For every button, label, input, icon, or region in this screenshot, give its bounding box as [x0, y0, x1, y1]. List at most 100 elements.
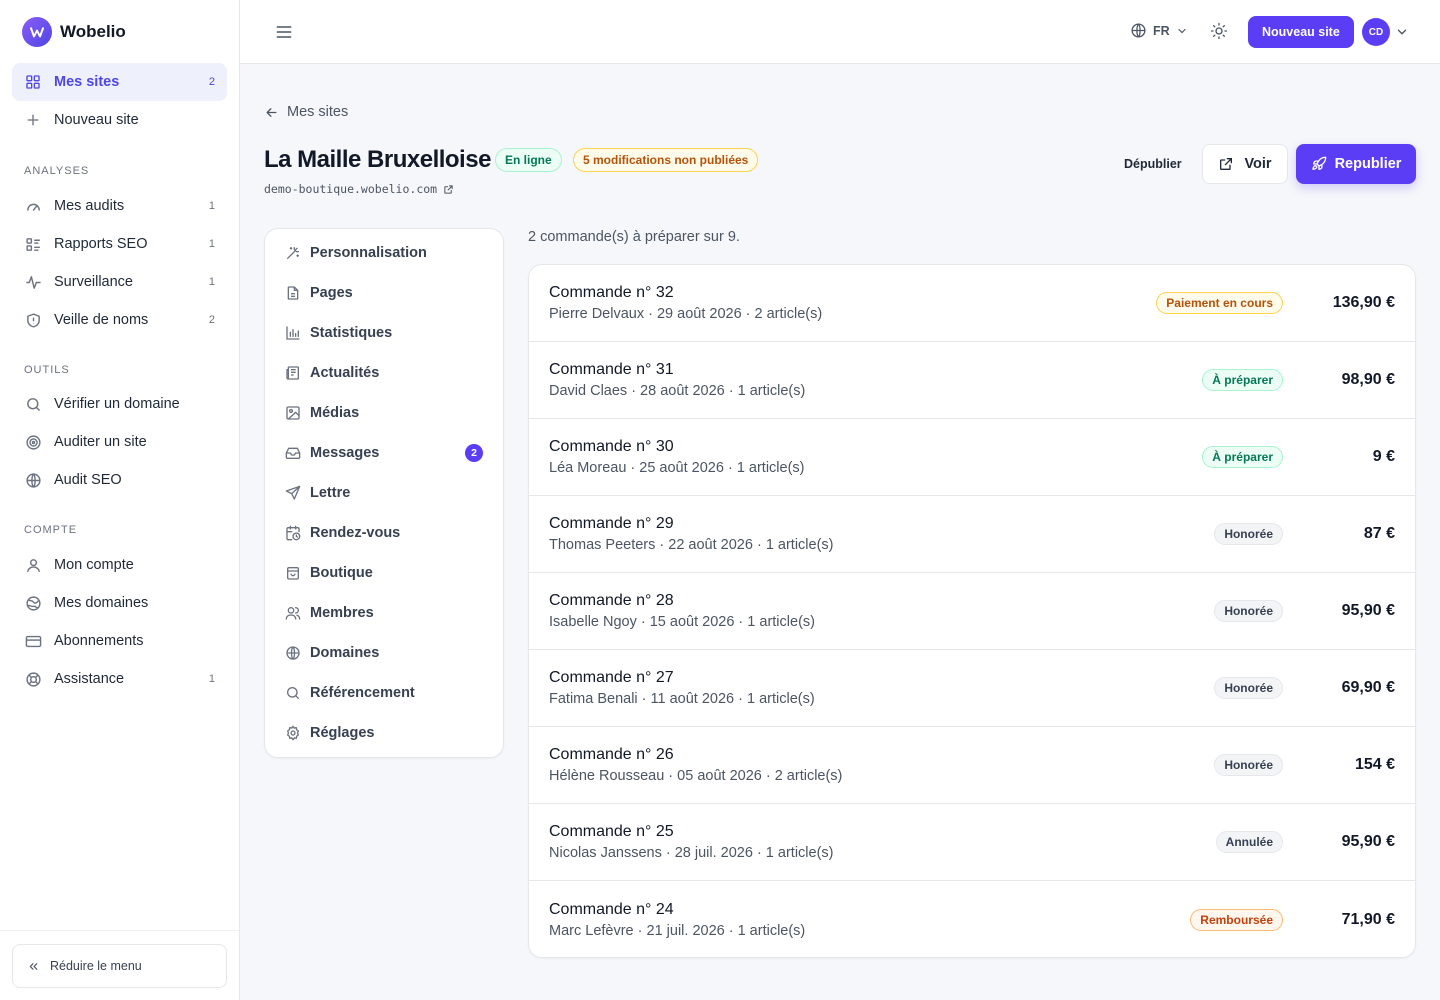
language-selector[interactable]: FR — [1130, 22, 1188, 39]
site-menu-item-reglages[interactable]: Réglages — [265, 713, 503, 753]
site-menu-item-membres[interactable]: Membres — [265, 593, 503, 633]
site-domain-link[interactable]: demo-boutique.wobelio.com — [264, 182, 454, 196]
sidebar-item-mes-sites[interactable]: Mes sites 2 — [12, 63, 227, 101]
site-menu-item-pages[interactable]: Pages — [265, 273, 503, 313]
view-button[interactable]: Voir — [1202, 144, 1288, 184]
back-link[interactable]: Mes sites — [264, 104, 348, 120]
order-title: Commande n° 27 — [549, 669, 674, 686]
sidebar-item-abonnements[interactable]: Abonnements — [12, 622, 227, 660]
avatar[interactable]: CD — [1362, 18, 1390, 46]
unpublish-button[interactable]: Dépublier — [1112, 145, 1194, 183]
sidebar-item-label: Surveillance — [54, 274, 133, 290]
site-menu-item-personnalisation[interactable]: Personnalisation — [265, 233, 503, 273]
sidebar-item-nouveau-site[interactable]: Nouveau site — [12, 101, 227, 139]
order-row[interactable]: Commande n° 28 Isabelle Ngoy · 15 août 2… — [529, 573, 1415, 650]
sidebar-item-count: 2 — [208, 76, 215, 88]
order-status-badge: Honorée — [1214, 754, 1283, 776]
sidebar-nav: Mes sites 2 Nouveau site ANALYSES Mes au… — [12, 63, 227, 698]
section-title-compte: COMPTE — [24, 524, 78, 536]
sidebar-item-mes-domaines[interactable]: Mes domaines — [12, 584, 227, 622]
site-menu: Personnalisation Pages Statistiques Actu… — [264, 228, 504, 758]
order-amount: 154 € — [1354, 756, 1395, 773]
external-link-icon — [1218, 156, 1234, 172]
sidebar-item-verifier-domaine[interactable]: Vérifier un domaine — [12, 385, 227, 423]
sidebar-divider — [0, 930, 239, 931]
site-menu-label: Réglages — [310, 725, 375, 741]
site-menu-item-boutique[interactable]: Boutique — [265, 553, 503, 593]
order-meta: Fatima Benali · 11 août 2026 · 1 article… — [549, 691, 815, 707]
brand[interactable]: Wobelio — [22, 17, 126, 47]
bar-chart-icon — [285, 325, 301, 341]
order-row[interactable]: Commande n° 26 Hélène Rousseau · 05 août… — [529, 727, 1415, 804]
inbox-icon — [285, 445, 301, 461]
order-row[interactable]: Commande n° 30 Léa Moreau · 25 août 2026… — [529, 419, 1415, 496]
language-code: FR — [1153, 23, 1170, 38]
order-meta: Isabelle Ngoy · 15 août 2026 · 1 article… — [549, 614, 815, 630]
sidebar-item-mon-compte[interactable]: Mon compte — [12, 546, 227, 584]
site-menu-label: Référencement — [310, 685, 415, 701]
order-row[interactable]: Commande n° 25 Nicolas Janssens · 28 jui… — [529, 804, 1415, 881]
users-icon — [285, 605, 301, 621]
site-menu-item-medias[interactable]: Médias — [265, 393, 503, 433]
wand-icon — [285, 245, 301, 261]
order-row[interactable]: Commande n° 31 David Claes · 28 août 202… — [529, 342, 1415, 419]
site-menu-label: Domaines — [310, 645, 380, 661]
site-menu-label: Pages — [310, 285, 353, 301]
order-meta: Léa Moreau · 25 août 2026 · 1 article(s) — [549, 460, 805, 476]
site-menu-item-domaines[interactable]: Domaines — [265, 633, 503, 673]
external-link-icon — [443, 184, 454, 195]
chevron-down-icon[interactable] — [1395, 25, 1409, 39]
order-row[interactable]: Commande n° 27 Fatima Benali · 11 août 2… — [529, 650, 1415, 727]
orders-summary: 2 commande(s) à préparer sur 9. — [528, 229, 740, 245]
rocket-icon — [1311, 156, 1327, 172]
site-menu-label: Rendez-vous — [310, 525, 401, 541]
sidebar-item-audit-seo[interactable]: Audit SEO — [12, 461, 227, 499]
site-domain: demo-boutique.wobelio.com — [264, 182, 438, 196]
search-icon — [285, 685, 301, 701]
sidebar-item-rapports-seo[interactable]: Rapports SEO 1 — [12, 225, 227, 263]
hamburger-menu-icon[interactable] — [274, 22, 294, 42]
site-menu-label: Personnalisation — [310, 245, 427, 261]
collapse-menu-button[interactable]: Réduire le menu — [12, 944, 227, 988]
gauge-icon — [24, 197, 42, 215]
order-title: Commande n° 26 — [549, 746, 674, 763]
sidebar-item-label: Auditer un site — [54, 434, 147, 450]
republish-button-label: Republier — [1334, 156, 1402, 172]
order-amount: 95,90 € — [1341, 833, 1395, 850]
site-menu-item-messages[interactable]: Messages 2 — [265, 433, 503, 473]
republish-button[interactable]: Republier — [1296, 144, 1416, 184]
sidebar-item-assistance[interactable]: Assistance 1 — [12, 660, 227, 698]
site-menu-item-referencement[interactable]: Référencement — [265, 673, 503, 713]
order-row[interactable]: Commande n° 24 Marc Lefèvre · 21 juil. 2… — [529, 881, 1415, 957]
order-status-badge: À préparer — [1202, 369, 1283, 391]
gear-icon — [285, 725, 301, 741]
site-menu-label: Messages — [310, 445, 380, 461]
sidebar-item-auditer-site[interactable]: Auditer un site — [12, 423, 227, 461]
pulse-icon — [24, 273, 42, 291]
sidebar-item-mes-audits[interactable]: Mes audits 1 — [12, 187, 227, 225]
order-row[interactable]: Commande n° 32 Pierre Delvaux · 29 août … — [529, 265, 1415, 342]
section-title-analyses: ANALYSES — [24, 165, 90, 177]
sidebar-item-count: 1 — [208, 276, 215, 288]
sun-icon[interactable] — [1210, 22, 1228, 40]
new-site-button[interactable]: Nouveau site — [1248, 16, 1354, 48]
sidebar-item-veille-de-noms[interactable]: Veille de noms 2 — [12, 301, 227, 339]
topbar: FR Nouveau site CD — [240, 0, 1440, 64]
order-meta: Hélène Rousseau · 05 août 2026 · 2 artic… — [549, 768, 843, 784]
sidebar-item-count: 1 — [208, 238, 215, 250]
site-menu-item-rendez-vous[interactable]: Rendez-vous — [265, 513, 503, 553]
sidebar-item-surveillance[interactable]: Surveillance 1 — [12, 263, 227, 301]
site-menu-item-lettre[interactable]: Lettre — [265, 473, 503, 513]
order-amount: 87 € — [1363, 525, 1395, 542]
site-menu-item-actualites[interactable]: Actualités — [265, 353, 503, 393]
order-row[interactable]: Commande n° 29 Thomas Peeters · 22 août … — [529, 496, 1415, 573]
order-title: Commande n° 29 — [549, 515, 674, 532]
order-title: Commande n° 30 — [549, 438, 674, 455]
site-menu-item-statistiques[interactable]: Statistiques — [265, 313, 503, 353]
order-title: Commande n° 25 — [549, 823, 674, 840]
order-status-badge: Remboursée — [1190, 908, 1283, 931]
order-amount: 136,90 € — [1332, 294, 1395, 311]
order-amount: 98,90 € — [1341, 371, 1395, 388]
order-meta: Pierre Delvaux · 29 août 2026 · 2 articl… — [549, 306, 823, 322]
sidebar-item-count: 2 — [208, 314, 215, 326]
